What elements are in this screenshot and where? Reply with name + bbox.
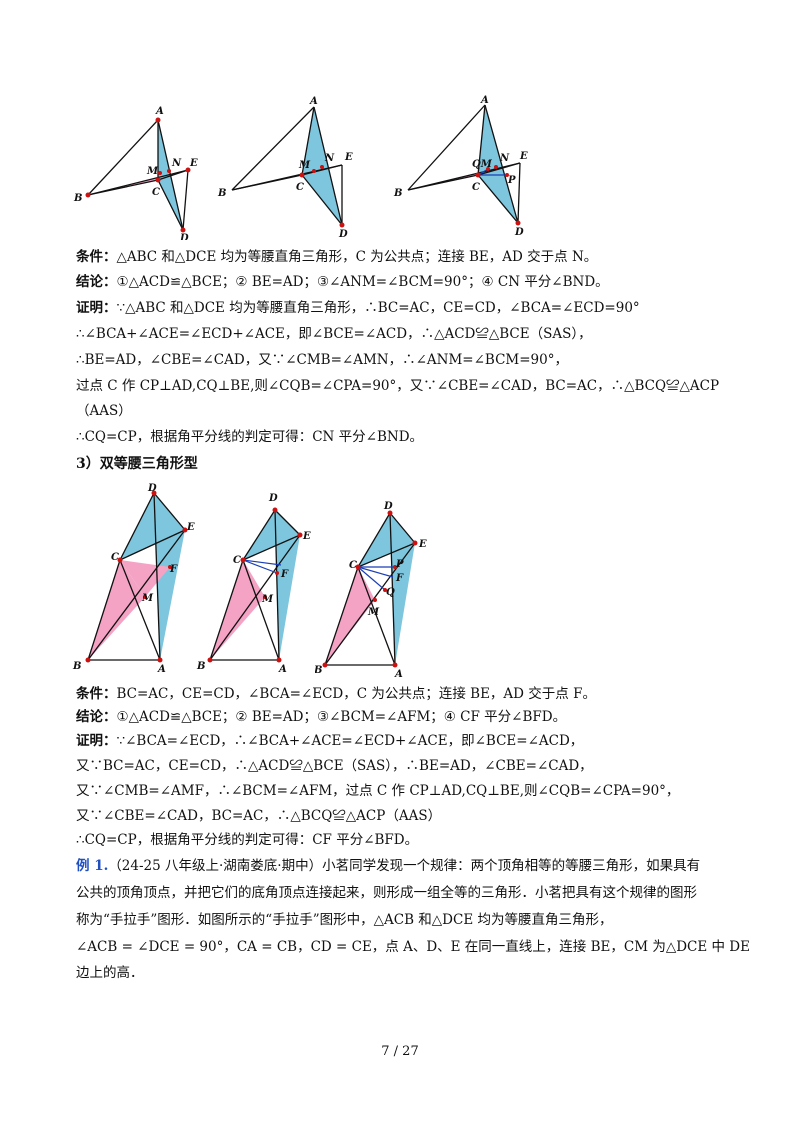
section-heading: 3）双等腰三角形型 <box>76 456 198 472</box>
label-F: F <box>395 573 404 584</box>
figure-fig4: D C E F M B A <box>70 480 210 680</box>
figure-fig5: D C E F M B A <box>195 485 335 680</box>
label-D: D <box>514 227 524 238</box>
condition-text: BC=AC，CE=CD，∠BCA=∠ECD，C 为公共点；连接 BE，AD 交于… <box>116 686 596 702</box>
label-C: C <box>296 182 304 193</box>
label-B: B <box>196 661 205 672</box>
label-B: B <box>217 188 226 199</box>
label-M: M <box>367 607 380 618</box>
label-C: C <box>472 182 480 193</box>
label-F: F <box>169 564 178 575</box>
example-line: ∠ACB = ∠DCE = 90°，CA = CB，CD = CE，点 A、D、… <box>76 939 750 955</box>
proof-line: 又∵∠CMB=∠AMF，∴∠BCM=∠AFM，过点 C 作 CP⊥AD,CQ⊥B… <box>76 783 680 799</box>
proof-line: ∴CQ=CP，根据角平分线的判定可得：CF 平分∠BFD。 <box>76 832 419 848</box>
label-M: M <box>261 594 274 605</box>
label-B: B <box>393 188 402 199</box>
label-P: P <box>507 175 516 186</box>
label-N: N <box>324 153 335 164</box>
example-line: 称为“手拉手”图形．如图所示的“手拉手”图形中，△ACB 和△DCE 均为等腰直… <box>76 912 613 928</box>
figure-fig2: A B C D E M N <box>214 95 374 240</box>
label-D: D <box>383 501 393 512</box>
proof-line: （AAS） <box>76 403 132 419</box>
label-A: A <box>155 106 164 117</box>
proof-text: ∵△ABC 和△DCE 均为等腰直角三角形，∴BC=AC，CE=CD，∠BCA=… <box>116 300 640 316</box>
example-number: 例 1. <box>76 858 109 874</box>
label-E: E <box>302 531 311 542</box>
page-number: 7 / 27 <box>381 1044 419 1059</box>
condition-label: 条件： <box>76 686 117 702</box>
conclusion-line: 结论：①△ACD≌△BCE；② BE=AD；③∠BCM=∠AFM；④ CF 平分… <box>76 707 736 727</box>
condition-label: 条件： <box>76 249 117 265</box>
label-N: N <box>499 153 510 164</box>
example-line: 边上的高． <box>76 965 144 981</box>
label-B: B <box>73 193 82 204</box>
label-A: A <box>309 96 318 107</box>
label-B: B <box>315 665 322 676</box>
proof-text: ∵∠BCA=∠ECD，∴∠BCA+∠ACE=∠ECD+∠ACE，即∠BCE=∠A… <box>116 733 584 749</box>
proof-line: 证明：∵∠BCA=∠ECD，∴∠BCA+∠ACE=∠ECD+∠ACE，即∠BCE… <box>76 731 736 751</box>
label-A: A <box>480 95 489 106</box>
label-B: B <box>72 661 81 672</box>
label-F: F <box>280 569 289 580</box>
condition-line: 条件：BC=AC，CE=CD，∠BCA=∠ECD，C 为公共点；连接 BE，AD… <box>76 684 736 704</box>
label-E: E <box>186 522 195 533</box>
label-M: M <box>298 160 311 171</box>
label-D: D <box>147 483 157 494</box>
figure-fig6: D C E P F Q M B A <box>315 495 445 680</box>
proof-line: 过点 C 作 CP⊥AD,CQ⊥BE,则∠CQB=∠CPA=90°，又∵∠CBE… <box>76 378 720 394</box>
label-Q: Q <box>386 587 395 598</box>
label-P: P <box>395 559 404 570</box>
label-A: A <box>157 664 166 675</box>
label-D: D <box>179 233 189 240</box>
proof-line: ∴BE=AD，∠CBE=∠CAD，又∵∠CMB=∠AMN，∴∠ANM=∠BCM=… <box>76 352 568 368</box>
proof-line: 又∵BC=AC，CE=CD，∴△ACD≌△BCE（SAS），∴BE=AD，∠CB… <box>76 758 593 774</box>
condition-line: 条件：△ABC 和△DCE 均为等腰直角三角形，C 为公共点；连接 BE，AD … <box>76 247 736 267</box>
label-C: C <box>152 187 160 198</box>
conclusion-text: ①△ACD≌△BCE；② BE=AD；③∠ANM=∠BCM=90°；④ CN 平… <box>116 274 609 290</box>
proof-label: 证明： <box>76 300 117 316</box>
label-C: C <box>233 555 241 566</box>
label-N: N <box>171 158 182 169</box>
conclusion-line: 结论：①△ACD≌△BCE；② BE=AD；③∠ANM=∠BCM=90°；④ C… <box>76 272 736 292</box>
example-line: 例 1.（24-25 八年级上·湖南娄底·期中）小茗同学发现一个规律：两个顶角相… <box>76 856 736 876</box>
example-line: 公共的顶角顶点，并把它们的底角顶点连接起来，则形成一组全等的三角形．小茗把具有这… <box>76 885 697 901</box>
example-text: （24-25 八年级上·湖南娄底·期中）小茗同学发现一个规律：两个顶角相等的等腰… <box>108 858 701 874</box>
conclusion-label: 结论： <box>76 274 117 290</box>
label-E: E <box>418 539 427 550</box>
label-C: C <box>349 560 357 571</box>
label-QM: QM <box>472 159 493 170</box>
label-A: A <box>394 669 403 680</box>
label-A: A <box>278 664 287 675</box>
label-M: M <box>146 166 159 177</box>
label-C: C <box>111 552 119 563</box>
figure-fig1: A B C D E M N <box>70 100 230 240</box>
proof-line: 又∵∠CBE=∠CAD，BC=AC，∴△BCQ≌△ACP（AAS） <box>76 808 442 824</box>
proof-line: 证明：∵△ABC 和△DCE 均为等腰直角三角形，∴BC=AC，CE=CD，∠B… <box>76 298 736 318</box>
condition-text: △ABC 和△DCE 均为等腰直角三角形，C 为公共点；连接 BE，AD 交于点… <box>116 249 598 265</box>
proof-label: 证明： <box>76 733 117 749</box>
label-E: E <box>189 158 198 169</box>
conclusion-label: 结论： <box>76 709 117 725</box>
figure-fig3: A B C D E N P QM <box>390 95 550 240</box>
label-D: D <box>268 493 278 504</box>
label-E: E <box>519 151 528 162</box>
conclusion-text: ①△ACD≌△BCE；② BE=AD；③∠BCM=∠AFM；④ CF 平分∠BF… <box>116 709 567 725</box>
label-D: D <box>338 229 348 240</box>
label-M: M <box>141 593 154 604</box>
proof-line: ∴CQ=CP，根据角平分线的判定可得：CN 平分∠BND。 <box>76 429 424 445</box>
proof-line: ∴∠BCA+∠ACE=∠ECD+∠ACE，即∠BCE=∠ACD，∴△ACD≌△B… <box>76 326 592 342</box>
label-E: E <box>344 152 353 163</box>
